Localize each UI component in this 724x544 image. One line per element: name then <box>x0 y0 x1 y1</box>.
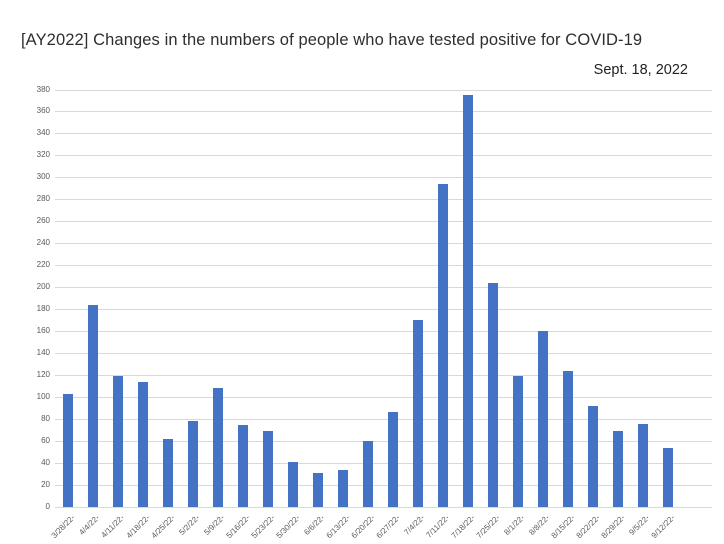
gridline <box>55 441 712 442</box>
gridline <box>55 485 712 486</box>
gridline <box>55 265 712 266</box>
bar <box>63 393 73 507</box>
bar <box>363 441 373 507</box>
gridline <box>55 287 712 288</box>
bar <box>288 462 298 507</box>
y-axis-tick-label: 40 <box>41 458 50 467</box>
y-axis-tick-label: 160 <box>36 326 50 335</box>
x-axis-tick-label: 9/5/22- <box>627 513 652 537</box>
gridline <box>55 331 712 332</box>
y-axis-tick-label: 360 <box>36 106 50 115</box>
y-axis-tick-label: 280 <box>36 194 50 203</box>
bar <box>538 331 548 507</box>
y-axis-tick-label: 140 <box>36 348 50 357</box>
y-axis-tick-label: 220 <box>36 260 50 269</box>
y-axis-tick-label: 240 <box>36 238 50 247</box>
y-axis-tick-label: 100 <box>36 392 50 401</box>
gridline <box>55 90 712 91</box>
bar <box>113 376 123 507</box>
bar <box>613 431 623 507</box>
x-axis-tick-label: 9/12/22- <box>649 513 677 541</box>
gridline <box>55 199 712 200</box>
x-axis-tick-label: 7/11/22- <box>424 513 452 540</box>
y-axis-tick-label: 260 <box>36 216 50 225</box>
bar <box>413 320 423 507</box>
x-axis-tick-label: 5/16/22- <box>224 513 252 541</box>
bar <box>588 406 598 507</box>
gridline <box>55 243 712 244</box>
y-axis-tick-label: 60 <box>41 436 50 445</box>
y-axis-tick-label: 80 <box>41 414 50 423</box>
y-axis-tick-label: 380 <box>36 85 50 94</box>
date-label: Sept. 18, 2022 <box>593 62 688 78</box>
x-axis-tick-label: 4/18/22- <box>124 513 152 541</box>
x-axis-tick-label: 4/11/22- <box>99 513 127 540</box>
x-axis-tick-label: 5/23/22- <box>249 513 277 541</box>
bar <box>438 184 448 507</box>
y-axis-tick-label: 120 <box>36 370 50 379</box>
gridline <box>55 155 712 156</box>
y-axis-tick-label: 180 <box>36 304 50 313</box>
y-axis-tick-label: 0 <box>45 502 50 511</box>
x-axis-tick-label: 5/30/22- <box>274 513 302 541</box>
x-axis-tick-label: 8/8/22- <box>527 513 552 537</box>
x-axis-tick-label: 8/22/22- <box>574 513 602 541</box>
x-axis-tick-label: 4/4/22- <box>77 513 102 537</box>
bar <box>563 370 573 507</box>
gridline <box>55 221 712 222</box>
bar <box>238 424 248 507</box>
x-axis-tick-label: 3/28/22- <box>49 513 77 541</box>
x-axis-tick-label: 8/1/22- <box>502 513 527 537</box>
gridline <box>55 133 712 134</box>
gridline <box>55 375 712 376</box>
x-axis-tick-label: 7/18/22- <box>449 513 477 541</box>
x-axis-tick-label: 5/2/22- <box>177 513 202 537</box>
bar <box>513 376 523 507</box>
y-axis-tick-label: 200 <box>36 282 50 291</box>
bar <box>138 381 148 507</box>
gridline <box>55 177 712 178</box>
x-axis-tick-label: 6/13/22- <box>324 513 352 541</box>
x-axis-tick-label: 6/20/22- <box>349 513 377 541</box>
gridline <box>55 419 712 420</box>
gridline <box>55 309 712 310</box>
y-axis-tick-label: 300 <box>36 172 50 181</box>
gridline <box>55 111 712 112</box>
bar <box>313 472 323 507</box>
gridline <box>55 353 712 354</box>
y-axis-tick-label: 20 <box>41 480 50 489</box>
y-axis-tick-label: 320 <box>36 150 50 159</box>
gridline <box>55 397 712 398</box>
bar <box>663 447 673 507</box>
x-axis-tick-label: 4/25/22- <box>149 513 177 541</box>
bar <box>213 388 223 507</box>
x-axis-tick-label: 5/9/22- <box>202 513 227 537</box>
gridline <box>55 507 712 508</box>
gridline <box>55 463 712 464</box>
bar <box>488 283 498 507</box>
x-axis-tick-label: 6/6/22- <box>302 513 327 537</box>
y-axis-tick-label: 340 <box>36 128 50 137</box>
x-axis-tick-label: 8/29/22- <box>599 513 627 541</box>
x-axis-tick-label: 6/27/22- <box>374 513 402 541</box>
bar <box>463 95 473 507</box>
bar <box>263 431 273 507</box>
bar-chart-plot-area: 0 20 40 60 80 100 120 140 160 180 200 220 240 260 280 3… <box>37 85 712 540</box>
bar <box>338 469 348 507</box>
bar <box>388 411 398 507</box>
bar <box>188 421 198 507</box>
x-axis-tick-label: 7/25/22- <box>474 513 502 541</box>
bar <box>88 305 98 507</box>
bar <box>638 423 648 507</box>
x-axis-tick-label: 8/15/22- <box>549 513 577 541</box>
bar <box>163 438 173 507</box>
chart-title: [AY2022] Changes in the numbers of peopl… <box>21 31 643 49</box>
x-axis-tick-label: 7/4/22- <box>402 513 427 537</box>
